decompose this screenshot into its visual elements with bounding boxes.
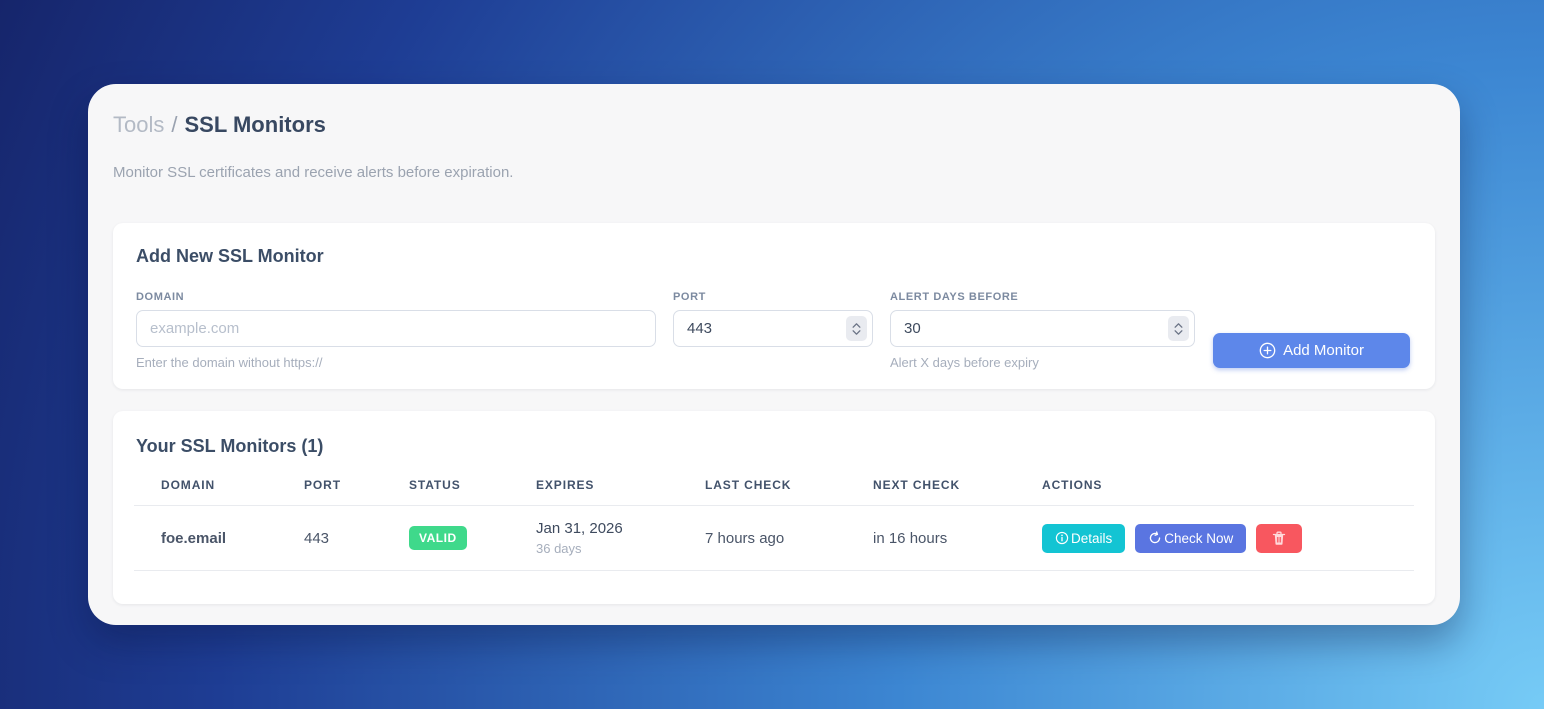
main-panel: Tools / SSL Monitors Monitor SSL certifica… bbox=[88, 84, 1460, 625]
expires-date: Jan 31, 2026 bbox=[536, 520, 623, 537]
table-row: foe.email 443 VALID Jan 31, 2026 36 days… bbox=[134, 506, 1414, 571]
breadcrumb-separator: / bbox=[171, 112, 178, 137]
alert-days-spinner[interactable] bbox=[1168, 316, 1189, 341]
refresh-icon bbox=[1148, 531, 1162, 545]
check-now-button[interactable]: Check Now bbox=[1135, 523, 1247, 553]
domain-help: Enter the domain without https:// bbox=[136, 355, 323, 370]
monitors-table: DOMAIN PORT STATUS EXPIRES LAST CHECK NE… bbox=[134, 457, 1414, 571]
breadcrumb: Tools / SSL Monitors bbox=[113, 111, 1435, 138]
col-header-next-check: NEXT CHECK bbox=[873, 478, 961, 492]
page-subtitle: Monitor SSL certificates and receive ale… bbox=[113, 164, 514, 181]
port-spinner[interactable] bbox=[846, 316, 867, 341]
alert-days-stepper bbox=[890, 310, 1195, 347]
monitor-port: 443 bbox=[304, 529, 330, 547]
monitors-title: Your SSL Monitors (1) bbox=[136, 436, 324, 456]
add-monitor-card: Add New SSL Monitor DOMAIN Enter the dom… bbox=[113, 223, 1435, 389]
port-input[interactable] bbox=[687, 320, 846, 337]
col-header-domain: DOMAIN bbox=[161, 478, 216, 492]
monitor-status-cell: VALID bbox=[382, 526, 509, 550]
trash-icon bbox=[1272, 531, 1286, 546]
monitors-card: Your SSL Monitors (1) DOMAIN PORT STATUS… bbox=[113, 411, 1435, 604]
details-button-label: Details bbox=[1071, 530, 1113, 546]
chevron-up-icon bbox=[852, 322, 861, 328]
port-stepper bbox=[673, 310, 873, 347]
alert-days-label: ALERT DAYS BEFORE bbox=[890, 291, 1019, 303]
alert-days-input[interactable] bbox=[904, 320, 1168, 337]
col-header-status: STATUS bbox=[409, 478, 461, 492]
monitor-domain: foe.email bbox=[161, 529, 227, 547]
page-title: SSL Monitors bbox=[184, 112, 326, 137]
status-badge: VALID bbox=[409, 526, 467, 550]
col-header-expires: EXPIRES bbox=[536, 478, 595, 492]
breadcrumb-tools[interactable]: Tools bbox=[113, 112, 165, 137]
details-button[interactable]: Details bbox=[1042, 523, 1126, 553]
monitor-expires-cell: Jan 31, 2026 36 days bbox=[509, 520, 678, 556]
monitor-last-check: 7 hours ago bbox=[705, 529, 785, 547]
check-now-button-label: Check Now bbox=[1164, 530, 1234, 546]
add-monitor-button[interactable]: Add Monitor bbox=[1213, 333, 1410, 368]
port-label: PORT bbox=[673, 291, 706, 303]
monitor-next-check: in 16 hours bbox=[873, 529, 948, 547]
domain-label: DOMAIN bbox=[136, 291, 185, 303]
col-header-port: PORT bbox=[304, 478, 341, 492]
domain-input[interactable] bbox=[136, 310, 656, 347]
chevron-down-icon bbox=[852, 329, 861, 335]
add-monitor-button-label: Add Monitor bbox=[1283, 342, 1364, 359]
alert-days-help: Alert X days before expiry bbox=[890, 355, 1039, 370]
add-monitor-title: Add New SSL Monitor bbox=[136, 246, 324, 266]
info-circle-icon bbox=[1055, 531, 1069, 545]
chevron-down-icon bbox=[1174, 329, 1183, 335]
chevron-up-icon bbox=[1174, 322, 1183, 328]
col-header-last-check: LAST CHECK bbox=[705, 478, 792, 492]
delete-monitor-button[interactable] bbox=[1256, 523, 1303, 553]
expires-days-remaining: 36 days bbox=[536, 541, 582, 556]
plus-circle-icon bbox=[1259, 342, 1276, 359]
col-header-actions: ACTIONS bbox=[1042, 478, 1103, 492]
monitor-actions: Details Check Now bbox=[1015, 523, 1414, 553]
table-header-row: DOMAIN PORT STATUS EXPIRES LAST CHECK NE… bbox=[134, 457, 1414, 506]
